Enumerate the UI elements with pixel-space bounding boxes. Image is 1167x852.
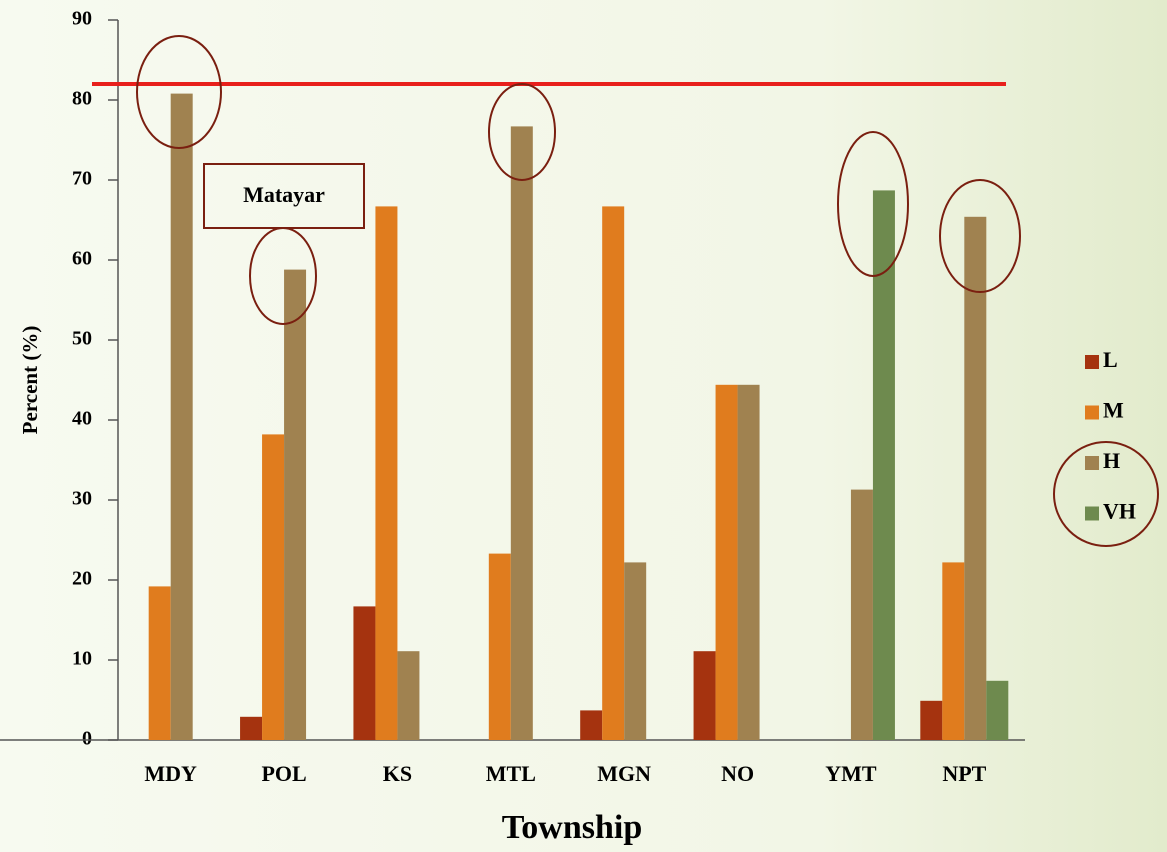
legend-swatch <box>1085 355 1099 369</box>
legend-label: L <box>1103 347 1118 372</box>
x-tick-label: POL <box>261 761 306 786</box>
x-tick-label: NO <box>721 761 754 786</box>
bar <box>964 216 987 741</box>
bar <box>920 700 943 740</box>
y-axis-label: Percent (%) <box>18 326 42 435</box>
legend-swatch <box>1085 405 1099 420</box>
bar <box>375 206 398 740</box>
y-tick-label: 70 <box>72 168 92 190</box>
bar <box>737 384 760 740</box>
highlight-ellipse <box>488 83 556 181</box>
x-tick-label: MGN <box>597 761 651 786</box>
bar <box>693 651 716 740</box>
x-tick-label: YMT <box>825 761 877 786</box>
y-tick-label: 60 <box>72 248 92 270</box>
y-tick-label: 0 <box>82 728 92 750</box>
y-tick-label: 20 <box>72 568 92 590</box>
bar <box>624 562 647 740</box>
y-tick-label: 50 <box>72 328 92 350</box>
bar <box>353 606 376 740</box>
legend-label: M <box>1103 398 1124 423</box>
bar <box>262 434 285 740</box>
highlight-ellipse <box>249 227 317 325</box>
bar <box>510 126 533 740</box>
bar <box>602 206 625 740</box>
bar <box>284 269 307 740</box>
y-tick-label: 90 <box>72 8 92 30</box>
bar <box>872 190 895 740</box>
bar <box>488 553 511 740</box>
x-tick-label: KS <box>383 761 412 786</box>
bar <box>397 651 420 740</box>
y-tick-label: 30 <box>72 488 92 510</box>
bar <box>170 93 193 741</box>
legend-label: H <box>1103 448 1120 473</box>
bar <box>715 384 738 740</box>
bar <box>942 562 965 740</box>
bar <box>240 716 263 740</box>
highlight-ellipse <box>1053 441 1159 547</box>
highlight-ellipse <box>939 179 1021 293</box>
legend-swatch <box>1085 456 1099 470</box>
highlight-ellipse <box>136 35 222 149</box>
y-tick-label: 80 <box>72 88 92 110</box>
x-axis-label: Township <box>502 809 643 846</box>
x-tick-label: NPT <box>942 761 986 786</box>
annotation: Matayar <box>243 182 325 207</box>
legend-swatch <box>1085 506 1099 521</box>
bar <box>850 489 873 740</box>
bar <box>148 586 171 740</box>
legend-label: VH <box>1103 499 1136 524</box>
x-tick-label: MDY <box>144 761 197 786</box>
x-tick-label: MTL <box>486 761 536 786</box>
y-tick-label: 40 <box>72 408 92 430</box>
y-tick-label: 10 <box>72 648 92 670</box>
highlight-ellipse <box>837 131 909 277</box>
bar <box>580 710 603 740</box>
bar <box>986 680 1009 740</box>
